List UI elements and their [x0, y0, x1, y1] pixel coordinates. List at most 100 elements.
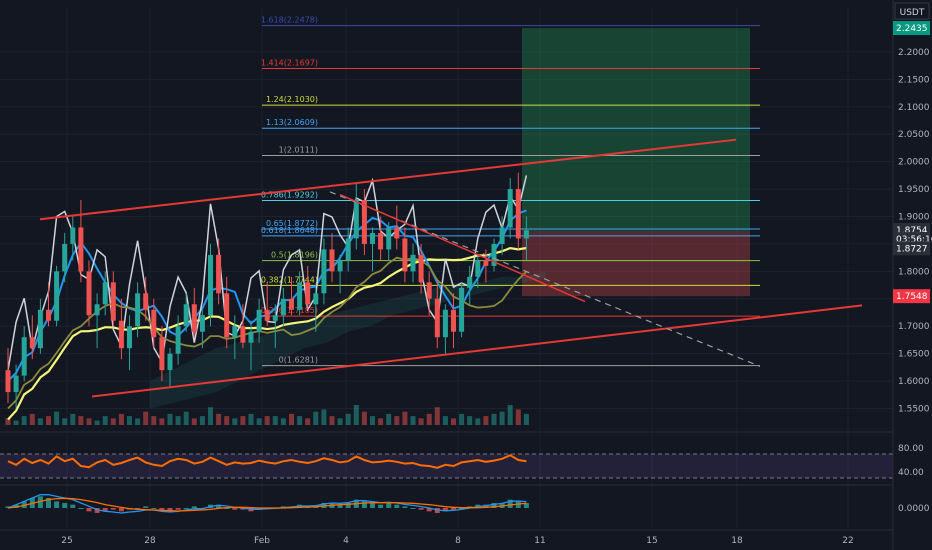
fib-level-label: 0.5(1.8196) [271, 251, 318, 260]
macd-histogram-bar [224, 508, 230, 509]
lower-trendline[interactable] [91, 304, 863, 398]
volume-bar [46, 416, 51, 425]
candle-body [232, 326, 238, 338]
volume-bar [459, 413, 465, 425]
price-tick-label: 1.8000 [898, 267, 930, 277]
candle-body [78, 227, 84, 272]
loss-zone[interactable] [522, 231, 750, 297]
candle-body [62, 243, 68, 272]
volume-bar [54, 411, 60, 425]
volume-bar [305, 418, 311, 425]
macd-line [7, 494, 527, 514]
macd-histogram-bar [337, 504, 343, 508]
long-position-tool[interactable] [522, 28, 750, 297]
volume-bar [280, 418, 286, 425]
moving-average-yellow [7, 246, 527, 421]
candle-body [13, 375, 19, 393]
fib-level-label: 1.414(2.1697) [261, 59, 318, 68]
volume-bar [418, 418, 424, 425]
price-tick-label: 1.6000 [898, 377, 930, 387]
base-line-olive [7, 256, 528, 410]
candle-body [394, 227, 400, 239]
rsi-line [7, 454, 527, 469]
fib-level-label: 0.236(1.7185) [261, 306, 318, 315]
macd-histogram-bar [386, 503, 392, 508]
macd-histogram-bar [78, 508, 84, 509]
volume-bar [386, 413, 392, 425]
macd-histogram-bar [135, 508, 141, 509]
candle-body [94, 304, 100, 316]
macd-histogram-bar [216, 504, 222, 508]
candle-body [256, 309, 262, 332]
price-axis[interactable]: 2.2000 2.1500 2.1000 2.0500 2.0000 1.9500 1.90… [892, 0, 932, 550]
time-tick-label: 25 [61, 536, 72, 546]
macd-histogram-bar [426, 508, 432, 512]
candle-body [280, 298, 286, 316]
macd-histogram-bar [143, 506, 149, 508]
currency-label: USDT [900, 8, 925, 18]
fib-level-label: 0.382(1.7744) [261, 275, 318, 284]
volume-bar [5, 418, 11, 425]
candle-body [515, 189, 521, 239]
volume-bar [110, 418, 116, 425]
macd-histogram-bar [102, 508, 108, 512]
volume-bar [297, 416, 303, 425]
fib-level-label: 0.618(1.8648) [261, 226, 318, 235]
volume-bar [394, 416, 400, 425]
macd-tick-label: 0.0000 [898, 504, 930, 514]
volume-bar [378, 418, 384, 425]
macd-histogram-bar [13, 504, 19, 508]
price-badge[interactable] [893, 21, 930, 36]
volume-bar [143, 411, 149, 425]
price-badge[interactable] [893, 241, 930, 256]
volume-bar [345, 413, 351, 425]
profit-zone[interactable] [522, 28, 750, 232]
candle-body [127, 326, 132, 349]
volume-bar [402, 411, 408, 425]
fib-level-label: 0.786(1.9292) [261, 190, 318, 199]
rsi-band [0, 454, 893, 478]
candle-body [240, 326, 246, 343]
volume-bar [216, 413, 222, 425]
volume-bar [102, 416, 108, 425]
macd-histogram-bar [46, 498, 51, 508]
price-badge[interactable] [893, 289, 930, 304]
candle-body [345, 238, 351, 261]
candle-body [46, 309, 51, 321]
candle-body [418, 254, 424, 283]
trend-channel[interactable] [39, 138, 863, 398]
candle-body [272, 315, 278, 321]
volume-bar [127, 416, 132, 425]
macd-histogram-bar [167, 508, 173, 512]
candle-body [183, 304, 189, 327]
volume-bar [191, 418, 197, 425]
currency-box [894, 2, 930, 20]
fib-level-label: 0.65(1.8772) [266, 219, 318, 228]
macd-histogram-bar [118, 508, 124, 512]
time-tick-label: 15 [646, 536, 657, 546]
candle-body [151, 309, 157, 338]
time-axis[interactable]: 25 28 Feb 4 8 11 15 18 22 [0, 529, 893, 546]
candle-body [370, 232, 375, 244]
volume-bar [523, 413, 529, 425]
price-tick-label: 1.5500 [898, 405, 930, 415]
candle-body [467, 276, 473, 288]
price-badge-label: 03:56:16 [896, 235, 932, 245]
volume-bar [248, 413, 254, 425]
upper-trendline[interactable] [39, 138, 737, 221]
fibonacci-extension[interactable]: 1.618(2.2478) 1.414(2.1697) 1.24(2.1030) 1.… [261, 16, 760, 367]
volume-bar [272, 416, 278, 425]
volume-bar [21, 416, 27, 425]
volume-bar [199, 416, 205, 425]
candle-body [507, 189, 513, 228]
volume-bar [208, 407, 213, 425]
price-tick-label: 2.0000 [898, 158, 930, 168]
time-tick-label: 18 [731, 536, 743, 546]
volume-bar [264, 416, 270, 425]
descending-trendline[interactable] [339, 193, 586, 303]
candle-body [402, 238, 408, 272]
price-tick-label: 2.0500 [898, 130, 930, 140]
candle-body [313, 293, 319, 305]
price-tick-label: 2.1500 [898, 75, 930, 85]
